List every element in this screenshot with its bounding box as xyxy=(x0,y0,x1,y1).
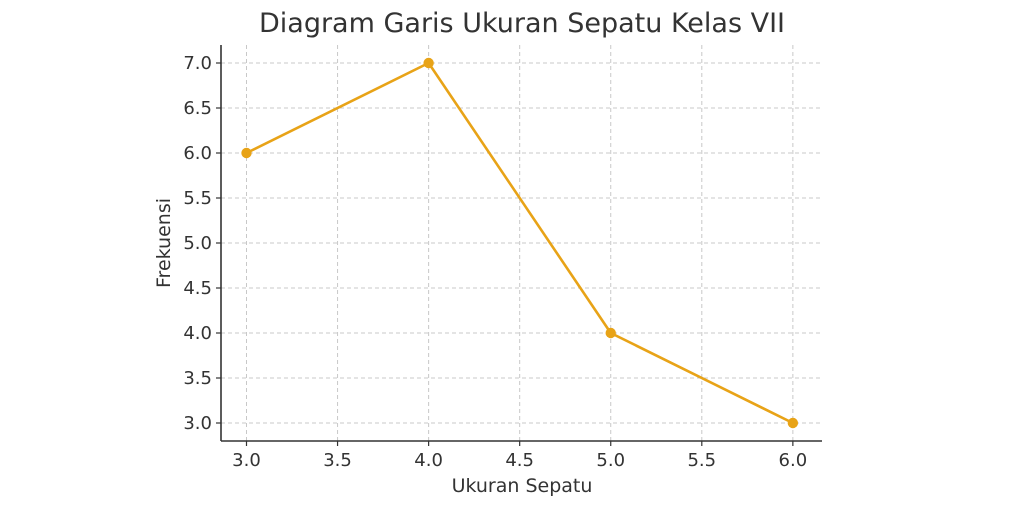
x-ticks: 3.0 3.5 4.0 4.5 5.0 5.5 6.0 xyxy=(232,441,807,471)
y-tick-label: 3.0 xyxy=(183,413,212,434)
x-tick-label: 4.0 xyxy=(414,450,443,471)
y-tick-label: 4.0 xyxy=(183,323,212,344)
y-tick-label: 6.5 xyxy=(183,98,212,119)
grid xyxy=(221,45,822,441)
y-tick-label: 7.0 xyxy=(183,53,212,74)
y-tick-label: 5.0 xyxy=(183,233,212,254)
data-point xyxy=(605,327,616,339)
y-tick-label: 3.5 xyxy=(183,368,212,389)
data-point xyxy=(241,147,252,159)
x-axis-label: Ukuran Sepatu xyxy=(452,475,593,497)
y-ticks: 3.0 3.5 4.0 4.5 5.0 5.5 6.0 6.5 7.0 xyxy=(183,53,221,434)
chart-title: Diagram Garis Ukuran Sepatu Kelas VII xyxy=(259,8,785,39)
x-tick-label: 3.5 xyxy=(323,450,352,471)
y-tick-label: 5.5 xyxy=(183,188,212,209)
data-point xyxy=(423,57,434,69)
x-tick-label: 5.0 xyxy=(596,450,625,471)
y-axis-label: Frekuensi xyxy=(153,198,175,288)
data-point xyxy=(787,417,799,429)
series xyxy=(241,57,799,429)
x-tick-label: 5.5 xyxy=(687,450,716,471)
x-tick-label: 3.0 xyxy=(232,450,261,471)
x-tick-label: 4.5 xyxy=(505,450,534,471)
axes xyxy=(220,45,822,442)
series-line xyxy=(245,61,794,425)
y-tick-label: 4.5 xyxy=(183,278,212,299)
y-tick-label: 6.0 xyxy=(183,143,212,164)
x-tick-label: 6.0 xyxy=(779,450,808,471)
